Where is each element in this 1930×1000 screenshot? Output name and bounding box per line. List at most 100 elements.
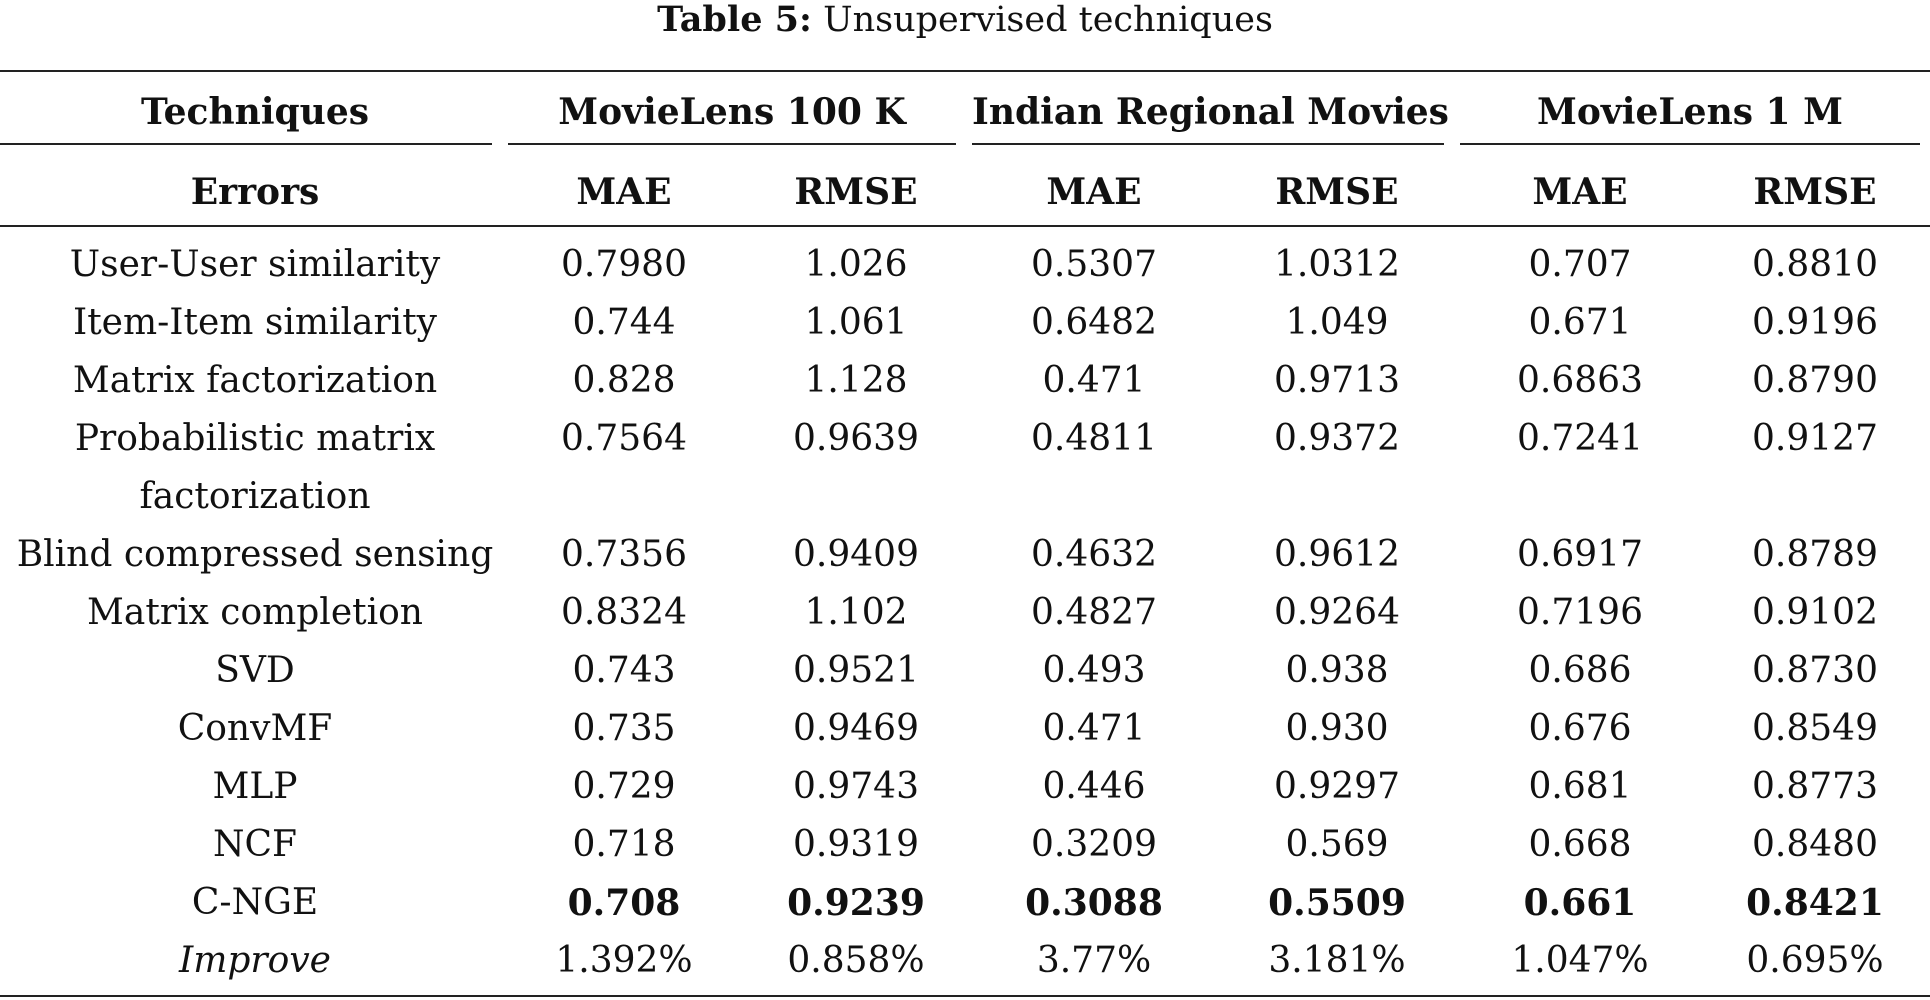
- value-cell: 1.128: [804, 360, 908, 401]
- value-cell: 0.6863: [1517, 360, 1643, 401]
- technique-label: Improve: [179, 940, 331, 981]
- value-cell: 0.8810: [1752, 244, 1878, 285]
- caption-label: Table 5:: [657, 0, 812, 40]
- techniques-rule: [0, 143, 492, 145]
- value-cell: 0.676: [1528, 708, 1632, 749]
- value-cell: 0.6482: [1031, 302, 1157, 343]
- value-cell: 0.7980: [561, 244, 687, 285]
- value-cell: 0.8421: [1746, 882, 1884, 924]
- value-cell: 0.9521: [793, 650, 919, 691]
- header-rule: [0, 225, 1930, 227]
- value-cell: 0.8480: [1752, 824, 1878, 865]
- value-cell: 0.3088: [1025, 882, 1163, 924]
- header-errors: Errors: [190, 171, 320, 213]
- value-cell: 3.77%: [1036, 940, 1152, 981]
- value-cell: 0.729: [572, 766, 676, 807]
- value-cell: 0.4811: [1031, 418, 1157, 459]
- value-cell: 0.9469: [793, 708, 919, 749]
- technique-label: NCF: [212, 824, 298, 865]
- value-cell: 0.7196: [1517, 592, 1643, 633]
- value-cell: 0.7564: [561, 418, 687, 459]
- value-cell: 0.446: [1042, 766, 1146, 807]
- value-cell: 0.686: [1528, 650, 1632, 691]
- value-cell: 0.708: [567, 882, 681, 924]
- value-cell: 0.707: [1528, 244, 1632, 285]
- value-cell: 0.9319: [793, 824, 919, 865]
- value-cell: 0.661: [1523, 882, 1637, 924]
- header-metric-rmse: RMSE: [794, 171, 918, 213]
- technique-label: SVD: [215, 650, 295, 691]
- value-cell: 0.9297: [1274, 766, 1400, 807]
- value-cell: 0.8324: [561, 592, 687, 633]
- header-group-movielens-100k: MovieLens 100 K: [558, 91, 906, 133]
- value-cell: 0.5509: [1268, 882, 1406, 924]
- technique-label: ConvMF: [177, 708, 333, 749]
- value-cell: 0.8790: [1752, 360, 1878, 401]
- value-cell: 0.8730: [1752, 650, 1878, 691]
- caption-text: Unsupervised techniques: [823, 0, 1273, 40]
- value-cell: 0.9713: [1274, 360, 1400, 401]
- value-cell: 0.6917: [1517, 534, 1643, 575]
- technique-label: User-User similarity: [69, 244, 441, 285]
- header-metric-mae: MAE: [576, 171, 672, 213]
- value-cell: 0.828: [572, 360, 676, 401]
- value-cell: 0.9372: [1274, 418, 1400, 459]
- value-cell: 1.061: [804, 302, 908, 343]
- top-rule: [0, 70, 1930, 72]
- value-cell: 0.744: [572, 302, 676, 343]
- value-cell: 0.9409: [793, 534, 919, 575]
- table-caption: Table 5: Unsupervised techniques: [0, 0, 1930, 44]
- header-metric-mae: MAE: [1532, 171, 1628, 213]
- value-cell: 0.493: [1042, 650, 1146, 691]
- value-cell: 1.047%: [1511, 940, 1649, 981]
- technique-label: MLP: [212, 766, 298, 807]
- technique-label: Probabilistic matrix factorization: [74, 418, 436, 517]
- value-cell: 0.3209: [1031, 824, 1157, 865]
- value-cell: 3.181%: [1268, 940, 1406, 981]
- value-cell: 0.4827: [1031, 592, 1157, 633]
- value-cell: 0.858%: [787, 940, 925, 981]
- value-cell: 0.7241: [1517, 418, 1643, 459]
- value-cell: 0.8789: [1752, 534, 1878, 575]
- value-cell: 0.930: [1285, 708, 1389, 749]
- bottom-rule: [0, 995, 1930, 997]
- value-cell: 1.049: [1285, 302, 1389, 343]
- value-cell: 0.735: [572, 708, 676, 749]
- technique-label: C-NGE: [191, 882, 319, 923]
- value-cell: 0.9127: [1752, 418, 1878, 459]
- value-cell: 0.9239: [787, 882, 925, 924]
- value-cell: 0.569: [1285, 824, 1389, 865]
- value-cell: 0.671: [1528, 302, 1632, 343]
- value-cell: 0.743: [572, 650, 676, 691]
- group-rule-indian-regional: [972, 143, 1444, 145]
- value-cell: 0.938: [1285, 650, 1389, 691]
- value-cell: 1.392%: [555, 940, 693, 981]
- group-rule-movielens-100k: [508, 143, 956, 145]
- value-cell: 0.471: [1042, 708, 1146, 749]
- group-rule-movielens-1m: [1460, 143, 1920, 145]
- value-cell: 0.695%: [1746, 940, 1884, 981]
- value-cell: 0.5307: [1031, 244, 1157, 285]
- technique-label: Matrix completion: [87, 592, 423, 633]
- technique-label: Item-Item similarity: [72, 302, 437, 343]
- header-metric-mae: MAE: [1046, 171, 1142, 213]
- value-cell: 0.9612: [1274, 534, 1400, 575]
- value-cell: 0.8549: [1752, 708, 1878, 749]
- value-cell: 0.718: [572, 824, 676, 865]
- value-cell: 0.681: [1528, 766, 1632, 807]
- header-group-indian-regional: Indian Regional Movies: [972, 91, 1449, 133]
- value-cell: 0.9102: [1752, 592, 1878, 633]
- header-techniques: Techniques: [140, 91, 370, 133]
- value-cell: 0.7356: [561, 534, 687, 575]
- value-cell: 1.026: [804, 244, 908, 285]
- value-cell: 0.8773: [1752, 766, 1878, 807]
- value-cell: 0.4632: [1031, 534, 1157, 575]
- header-group-movielens-1m: MovieLens 1 M: [1537, 91, 1843, 133]
- header-metric-rmse: RMSE: [1275, 171, 1399, 213]
- value-cell: 0.668: [1528, 824, 1632, 865]
- value-cell: 1.0312: [1274, 244, 1400, 285]
- value-cell: 1.102: [804, 592, 908, 633]
- value-cell: 0.9743: [793, 766, 919, 807]
- value-cell: 0.9264: [1274, 592, 1400, 633]
